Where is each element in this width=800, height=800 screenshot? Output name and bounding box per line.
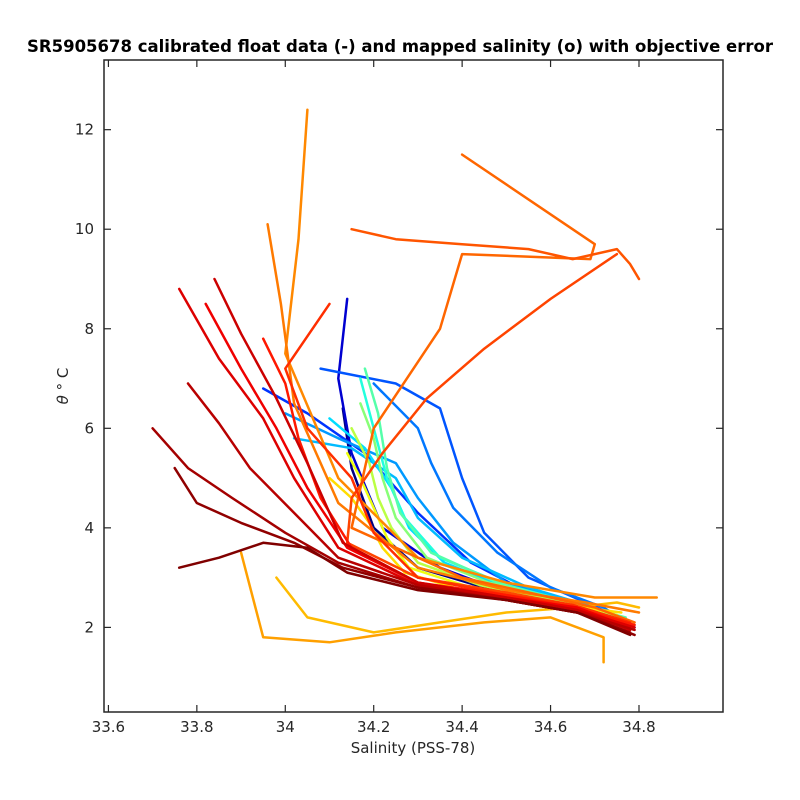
x-axis-label: Salinity (PSS-78) [351,739,476,757]
x-tick-label: 34.2 [357,718,390,736]
x-tick-label: 34 [276,718,295,736]
series-line-24 [204,302,632,629]
series-line-18 [266,222,641,614]
x-axis: 33.6 33.8 34 34.2 34.4 34.6 34.8 [92,60,656,736]
y-axis-label-unit: ° C [54,368,72,391]
y-axis-label-symbol: θ [54,395,72,404]
axes-box [103,59,724,713]
x-tick-label: 34.4 [445,718,478,736]
series-line-20 [350,227,641,281]
series-lines [151,108,658,664]
y-axis-label: θ ° C [54,368,72,405]
x-tick-label: 33.8 [180,718,213,736]
y-tick-label: 4 [84,519,94,537]
plot-area [104,60,723,712]
y-tick-label: 2 [84,618,94,636]
x-tick-label: 34.8 [622,718,655,736]
series-line-26 [213,277,632,632]
series-line-30 [177,541,632,637]
chart-title: SR5905678 calibrated float data (-) and … [27,37,774,56]
series-line-17 [284,108,658,599]
y-tick-label: 8 [84,320,94,338]
y-tick-label: 6 [84,419,94,437]
series-line-16 [239,551,605,664]
y-axis: 2 4 6 8 10 12 [75,121,723,636]
series-line-21 [345,252,632,624]
x-tick-label: 34.6 [534,718,567,736]
x-tick-label: 33.6 [92,718,125,736]
y-tick-label: 12 [75,121,94,139]
series-line-15 [275,576,641,634]
series-line-22 [284,302,632,624]
y-tick-label: 10 [75,220,94,238]
